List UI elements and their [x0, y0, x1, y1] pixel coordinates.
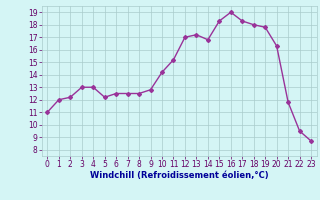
X-axis label: Windchill (Refroidissement éolien,°C): Windchill (Refroidissement éolien,°C): [90, 171, 268, 180]
